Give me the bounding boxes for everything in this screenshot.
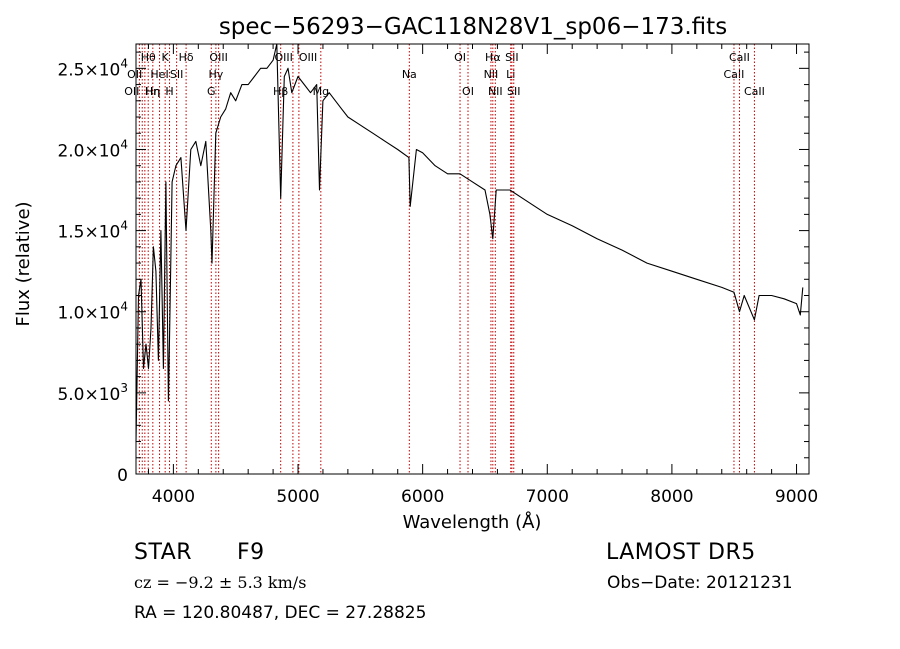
x-tick-label: 5000 xyxy=(276,487,319,507)
series-layer xyxy=(135,43,804,442)
line-marker-label: Na xyxy=(402,68,417,81)
line-marker-label: SII xyxy=(505,51,518,64)
spectrum-series xyxy=(135,43,804,442)
coordinates: RA = 120.80487, DEC = 27.28825 xyxy=(134,603,427,623)
y-tick-label: 2.0×104 xyxy=(57,137,128,161)
line-marker-label: OI xyxy=(454,51,466,64)
line-marker-label: OII xyxy=(127,68,142,81)
x-tick-label: 8000 xyxy=(650,487,693,507)
x-tick-label: 6000 xyxy=(401,487,444,507)
line-marker-label: HeI xyxy=(150,68,168,81)
line-marker-label: OIII xyxy=(299,51,317,64)
y-tick-label: 5.0×103 xyxy=(57,381,128,405)
line-marker-label: NII xyxy=(484,68,499,81)
y-axis-label: Flux (relative) xyxy=(13,201,34,326)
y-axis: 0 5.0×103 1.0×104 1.5×104 2.0×104 2.5×104 xyxy=(57,51,809,486)
line-marker-label: Hβ xyxy=(273,85,288,98)
line-marker-label: OIII xyxy=(209,51,227,64)
line-marker-label: Hθ xyxy=(141,51,156,64)
line-marker-label: CaII xyxy=(729,51,750,64)
object-subclass: F9 xyxy=(237,540,265,565)
line-marker-label: Hη xyxy=(145,85,160,98)
line-marker-label: Hη xyxy=(145,85,160,98)
line-marker-label: Hδ xyxy=(179,51,194,64)
observation-date: Obs−Date: 20121231 xyxy=(607,573,793,593)
line-marker-label: G xyxy=(207,85,216,98)
x-tick-label: 7000 xyxy=(526,487,569,507)
line-marker-label: Hα xyxy=(485,51,501,64)
spectrum-chart: spec−56293−GAC118N28V1_sp06−173.fits OII… xyxy=(13,14,818,533)
y-tick-label: 1.0×104 xyxy=(57,300,128,324)
plot-frame xyxy=(135,43,810,475)
chart-title: spec−56293−GAC118N28V1_sp06−173.fits xyxy=(219,14,727,40)
line-marker-label: OIII xyxy=(275,51,293,64)
y-tick-label: 0 xyxy=(117,466,128,486)
x-axis: 4000 5000 6000 7000 8000 9000 xyxy=(147,44,818,507)
line-marker-label: CaII xyxy=(744,85,765,98)
line-marker-label: OI xyxy=(462,85,474,98)
x-axis-label: Wavelength (Å) xyxy=(403,511,542,533)
line-marker-label: CaII xyxy=(724,68,745,81)
line-marker-label: H xyxy=(165,85,173,98)
line-marker-label: SII xyxy=(507,85,520,98)
line-marker-label: Li xyxy=(506,68,515,81)
x-tick-label: 9000 xyxy=(775,487,818,507)
object-class: STAR xyxy=(134,540,193,565)
line-marker-label: SII xyxy=(170,68,183,81)
y-tick-label: 1.5×104 xyxy=(57,219,128,243)
line-marker-label: OII xyxy=(124,85,139,98)
x-tick-label: 4000 xyxy=(152,487,195,507)
line-marker-label: K xyxy=(162,51,170,64)
line-marker-label: NII xyxy=(488,85,503,98)
line-marker-label: Hγ xyxy=(208,68,223,81)
survey-name: LAMOST DR5 xyxy=(606,540,756,565)
y-tick-label: 2.5×104 xyxy=(57,56,128,80)
redshift-velocity: cz = −9.2 ± 5.3 km/s xyxy=(134,573,307,592)
